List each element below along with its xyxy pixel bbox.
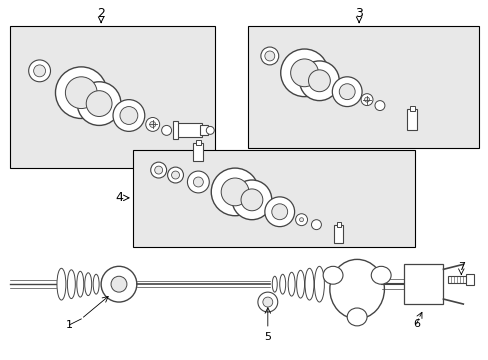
Circle shape [374, 100, 384, 111]
Bar [337, 222, 341, 227]
Text: 3: 3 [354, 7, 362, 20]
Circle shape [101, 266, 137, 302]
Ellipse shape [77, 271, 83, 297]
Text: 6: 6 [412, 319, 419, 329]
Circle shape [260, 47, 278, 65]
Text: 7: 7 [457, 262, 464, 272]
Circle shape [55, 67, 107, 118]
Circle shape [299, 61, 339, 100]
Text: 4: 4 [115, 192, 122, 204]
Bar [193, 143, 203, 161]
Circle shape [332, 77, 361, 107]
Bar [409, 105, 414, 111]
Ellipse shape [93, 274, 99, 294]
Circle shape [290, 59, 318, 87]
Text: 2: 2 [97, 7, 105, 20]
Ellipse shape [370, 266, 390, 284]
Circle shape [211, 168, 258, 216]
Bar [466, 274, 473, 285]
Circle shape [149, 121, 155, 127]
Circle shape [111, 276, 127, 292]
Ellipse shape [287, 272, 294, 296]
Ellipse shape [272, 276, 277, 292]
Ellipse shape [305, 268, 313, 300]
Circle shape [154, 166, 163, 174]
Circle shape [308, 70, 330, 92]
Ellipse shape [329, 260, 384, 319]
Circle shape [167, 167, 183, 183]
Circle shape [162, 125, 171, 135]
Ellipse shape [102, 276, 106, 292]
Circle shape [206, 126, 214, 134]
Circle shape [264, 197, 294, 227]
Bar [196, 140, 201, 145]
Bar [247, 26, 478, 148]
Circle shape [150, 162, 166, 178]
Bar [133, 150, 414, 247]
Ellipse shape [296, 270, 304, 298]
Circle shape [241, 189, 263, 211]
Ellipse shape [314, 266, 324, 302]
Circle shape [145, 117, 160, 131]
Circle shape [65, 77, 97, 109]
Text: 1: 1 [66, 320, 73, 330]
Bar [174, 123, 202, 137]
Circle shape [120, 107, 138, 125]
Ellipse shape [67, 270, 75, 298]
Bar [200, 125, 208, 135]
Ellipse shape [57, 268, 66, 300]
Circle shape [34, 65, 45, 77]
Bar [172, 121, 177, 139]
Bar [334, 225, 343, 243]
Circle shape [232, 180, 271, 220]
Circle shape [187, 171, 209, 193]
Circle shape [77, 82, 121, 125]
Circle shape [364, 97, 369, 102]
Bar [406, 109, 416, 130]
Ellipse shape [84, 273, 92, 296]
Circle shape [264, 51, 274, 61]
Bar [447, 276, 468, 283]
Text: 5: 5 [264, 332, 271, 342]
Circle shape [263, 297, 272, 307]
Circle shape [29, 60, 50, 82]
Circle shape [257, 292, 277, 312]
Circle shape [299, 218, 303, 222]
Circle shape [360, 94, 372, 105]
Circle shape [339, 84, 354, 100]
Bar [10, 26, 215, 168]
Circle shape [86, 91, 112, 117]
Circle shape [113, 100, 144, 131]
Circle shape [193, 177, 203, 187]
Circle shape [311, 220, 321, 230]
Circle shape [295, 214, 307, 226]
Ellipse shape [279, 274, 285, 294]
Ellipse shape [323, 266, 342, 284]
Circle shape [221, 178, 248, 206]
Circle shape [280, 49, 327, 96]
Circle shape [171, 171, 179, 179]
Ellipse shape [346, 308, 366, 326]
Bar [403, 264, 443, 304]
Circle shape [271, 204, 287, 220]
